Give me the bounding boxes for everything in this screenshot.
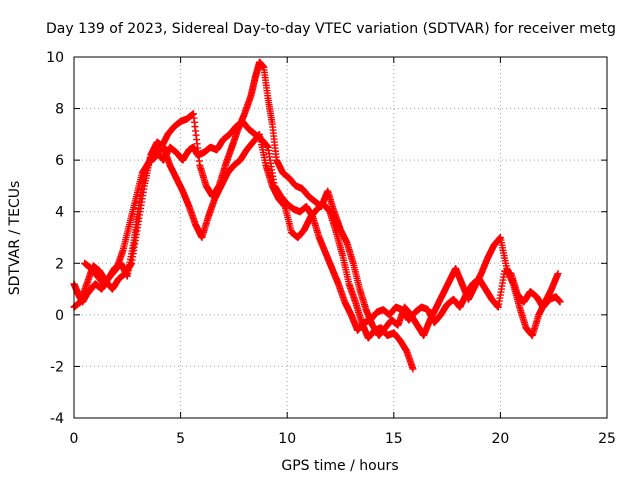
data-point xyxy=(409,365,417,373)
data-points xyxy=(70,58,564,373)
chart-title: Day 139 of 2023, Sidereal Day-to-day VTE… xyxy=(46,21,616,37)
x-tick-label: 10 xyxy=(278,431,296,447)
x-axis-label: GPS time / hours xyxy=(281,458,398,474)
y-tick-label: 8 xyxy=(55,102,64,118)
series-trace-3 xyxy=(81,58,562,339)
x-tick-label: 25 xyxy=(598,431,616,447)
y-tick-label: -4 xyxy=(50,411,64,427)
x-tick-label: 0 xyxy=(70,431,79,447)
plot-frame xyxy=(73,56,608,419)
x-tick-label: 15 xyxy=(385,431,403,447)
y-axis-label: SDTVAR / TECUs xyxy=(7,181,23,296)
y-tick-label: -2 xyxy=(50,359,64,375)
data-point xyxy=(556,298,564,306)
axis-ticks: 0 5 10 15 20 25 -4 -2 0 2 4 6 8 10 xyxy=(46,50,616,447)
data-point xyxy=(554,270,562,278)
x-tick-label: 5 xyxy=(176,431,185,447)
x-tick-label: 20 xyxy=(491,431,509,447)
y-tick-label: 6 xyxy=(55,153,64,169)
y-tick-label: 0 xyxy=(55,308,64,324)
y-tick-label: 10 xyxy=(46,50,64,66)
y-tick-label: 2 xyxy=(55,256,64,272)
y-tick-label: 4 xyxy=(55,205,64,221)
